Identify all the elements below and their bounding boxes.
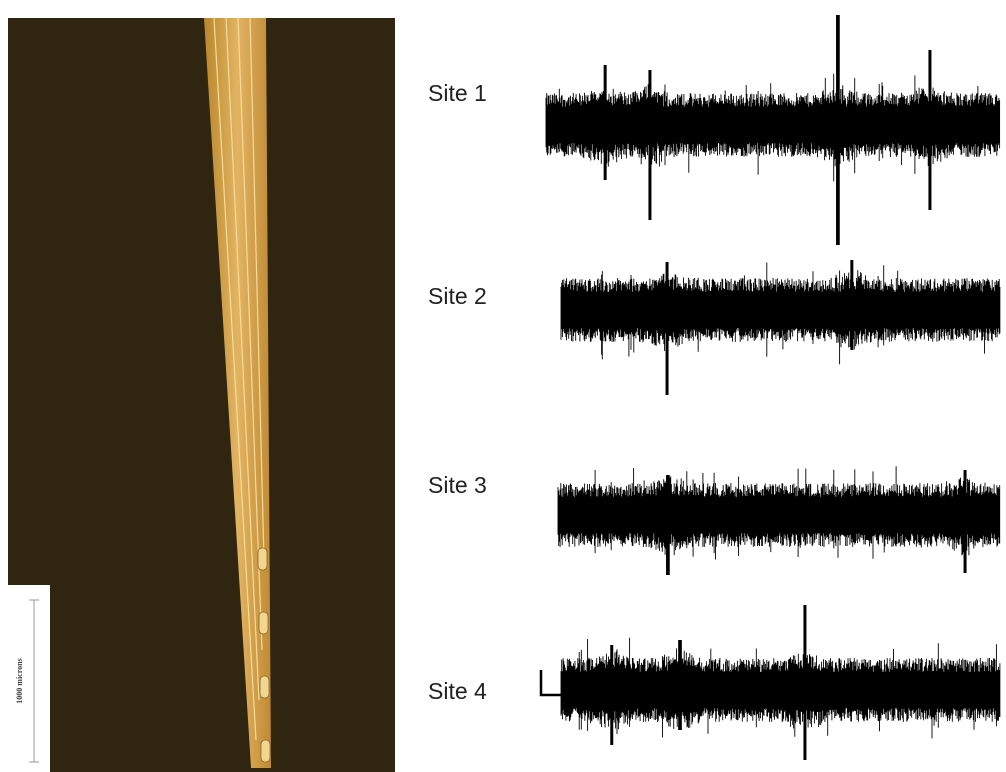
neural-trace [546, 15, 1000, 245]
site-label: Site 3 [428, 472, 487, 498]
neural-trace [558, 466, 1000, 575]
micrograph-background [8, 18, 395, 772]
neural-trace [561, 260, 1000, 395]
figure: 1000 microns Site 1 Site 2 Site 3 Site 4 [0, 0, 1006, 772]
scale-label: 1000 microns [15, 658, 24, 703]
page: {"scale_bar": {"label": "1000 microns"},… [0, 0, 1006, 772]
neural-trace [561, 605, 1000, 760]
site-label: Site 2 [428, 283, 487, 309]
site-label: Site 4 [428, 678, 487, 704]
site-label: Site 1 [428, 80, 487, 106]
traces [546, 15, 1000, 760]
